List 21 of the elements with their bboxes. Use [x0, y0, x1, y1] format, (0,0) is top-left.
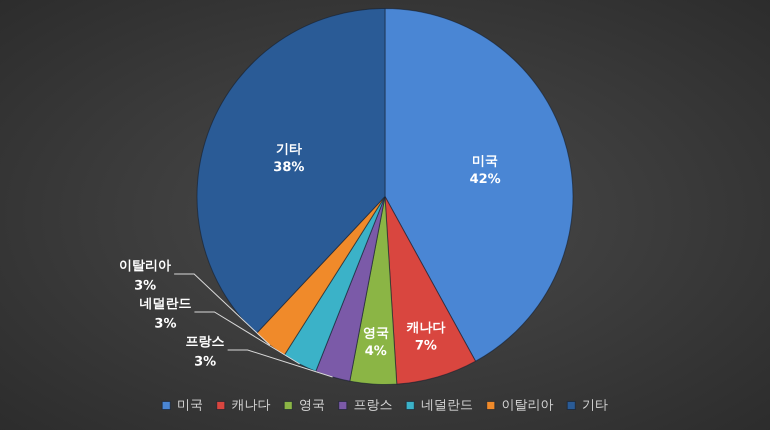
data-label: 3% — [154, 316, 176, 332]
data-label: 4% — [364, 344, 387, 360]
slice-label: 미국 — [472, 154, 498, 170]
legend-label: 영국 — [298, 398, 325, 413]
slice-label: 이탈리아 — [119, 258, 172, 274]
legend-label: 프랑스 — [353, 398, 392, 413]
legend-label: 네덜란드 — [420, 398, 473, 413]
data-label: 42% — [470, 172, 501, 188]
slice-label: 네덜란드 — [139, 296, 192, 312]
slice-label: 기타 — [276, 142, 302, 157]
data-label: 7% — [414, 338, 437, 354]
legend-label: 미국 — [176, 398, 203, 413]
slice-label: 영국 — [362, 326, 389, 342]
data-label: 3% — [134, 278, 156, 294]
slice-label: 캐나다 — [406, 320, 446, 336]
data-label: 3% — [194, 354, 216, 370]
legend-label: 이탈리아 — [501, 398, 554, 413]
data-label: 38% — [273, 160, 304, 175]
legend-label: 캐나다 — [231, 398, 270, 413]
legend-label: 기타 — [582, 398, 608, 413]
slice-label: 프랑스 — [186, 334, 225, 350]
